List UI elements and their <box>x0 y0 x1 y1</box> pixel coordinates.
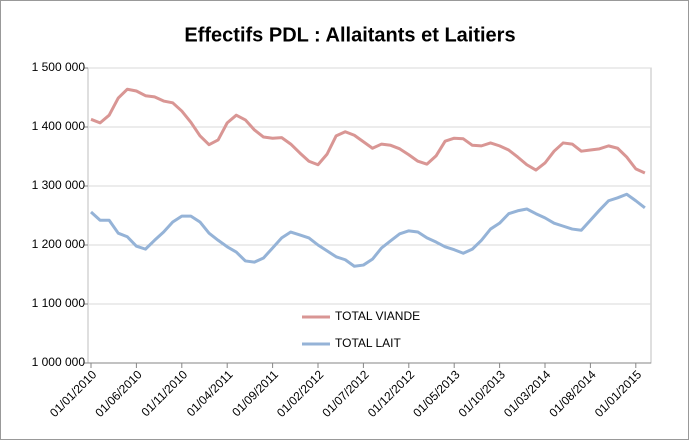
series-line <box>90 87 646 175</box>
y-tick-label: 1 200 000 <box>32 237 86 251</box>
y-tick-label: 1 100 000 <box>32 296 86 310</box>
series-line <box>89 192 646 268</box>
chart-title: Effectifs PDL : Allaitants et Laitiers <box>184 24 515 46</box>
legend-label: TOTAL LAIT <box>335 336 401 350</box>
y-tick-label: 1 300 000 <box>32 178 86 192</box>
legend-label: TOTAL VIANDE <box>335 309 420 323</box>
y-tick-label: 1 400 000 <box>32 119 86 133</box>
y-tick-label: 1 000 000 <box>32 355 86 369</box>
y-tick-label: 1 500 000 <box>32 60 86 74</box>
